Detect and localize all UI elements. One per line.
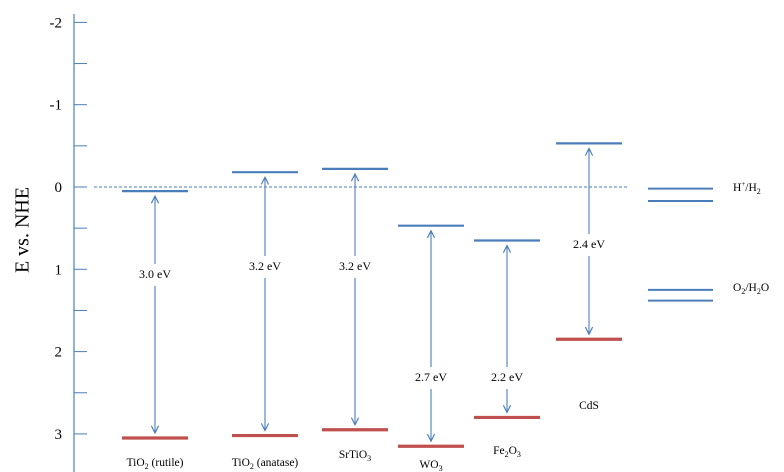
material-2: 3.2 eV SrTiO3 xyxy=(322,167,388,463)
band-gap-label: 2.7 eV xyxy=(415,370,447,384)
redox-couple-1: O2/H2O xyxy=(648,282,769,302)
material-label: TiO2 (rutile) xyxy=(127,457,184,471)
y-tick-label: -2 xyxy=(50,15,63,31)
material-5: 2.4 eV CdS xyxy=(556,142,622,412)
y-tick-label: 2 xyxy=(55,345,63,361)
material-label: Fe2O3 xyxy=(493,445,521,459)
y-tick-label: -1 xyxy=(50,98,63,114)
band-gap-label: 2.4 eV xyxy=(573,237,605,251)
material-0: 3.0 eV TiO2 (rutile) xyxy=(122,190,188,471)
redox-label-rest: /H xyxy=(745,282,757,294)
material-4: 2.2 eV Fe2O3 xyxy=(474,239,540,459)
y-axis: -2 -1 0 1 2 3 xyxy=(50,14,87,472)
material-label-sub: 3 xyxy=(439,464,443,472)
material-label-rest: (rutile) xyxy=(149,457,184,469)
redox-label-rest: /H xyxy=(745,182,757,194)
redox-label-rest2: O xyxy=(761,282,769,294)
redox-label-sup: + xyxy=(741,180,745,188)
y-axis-title: E vs. NHE xyxy=(12,187,34,273)
material-3: 2.7 eV WO3 xyxy=(398,224,464,472)
material-label: SrTiO3 xyxy=(339,449,371,463)
redox-label-sub: 2 xyxy=(757,187,761,196)
material-label-sub: 2 xyxy=(250,462,254,471)
material-label-main: TiO xyxy=(127,457,145,469)
material-label: WO3 xyxy=(419,459,442,472)
material-label-sub: 3 xyxy=(367,454,371,463)
material-label-main: TiO xyxy=(232,457,250,469)
redox-label: O2/H2O xyxy=(733,282,769,296)
material-label: TiO2 (anatase) xyxy=(232,457,299,471)
material-label-sub: 2 xyxy=(505,450,509,459)
band-gap-label: 3.0 eV xyxy=(139,267,171,281)
material-label: CdS xyxy=(579,400,599,412)
material-label-rest: (anatase) xyxy=(254,457,299,469)
material-1: 3.2 eV TiO2 (anatase) xyxy=(232,171,299,471)
redox-couple-0: H+/H2 xyxy=(648,180,761,202)
material-label-main: Fe xyxy=(493,445,505,457)
redox-label-main: H xyxy=(733,182,741,194)
material-label-rest: O xyxy=(509,445,517,457)
band-gap-label: 3.2 eV xyxy=(339,259,371,273)
material-label-main: CdS xyxy=(579,400,599,412)
y-tick-label: 3 xyxy=(55,427,63,443)
redox-label-sub: 2 xyxy=(741,287,745,296)
band-gap-label: 2.2 eV xyxy=(491,370,523,384)
band-gap-label: 3.2 eV xyxy=(249,259,281,273)
material-label-sub2: 3 xyxy=(517,450,521,459)
redox-label-sub2: 2 xyxy=(757,287,761,296)
redox-label-main: O xyxy=(733,282,741,294)
redox-label: H+/H2 xyxy=(733,180,761,196)
y-tick-label: 1 xyxy=(55,262,63,278)
material-label-main: WO xyxy=(419,459,438,471)
material-label-sub: 2 xyxy=(145,462,149,471)
material-label-main: SrTiO xyxy=(339,449,367,461)
y-tick-label: 0 xyxy=(55,180,63,196)
